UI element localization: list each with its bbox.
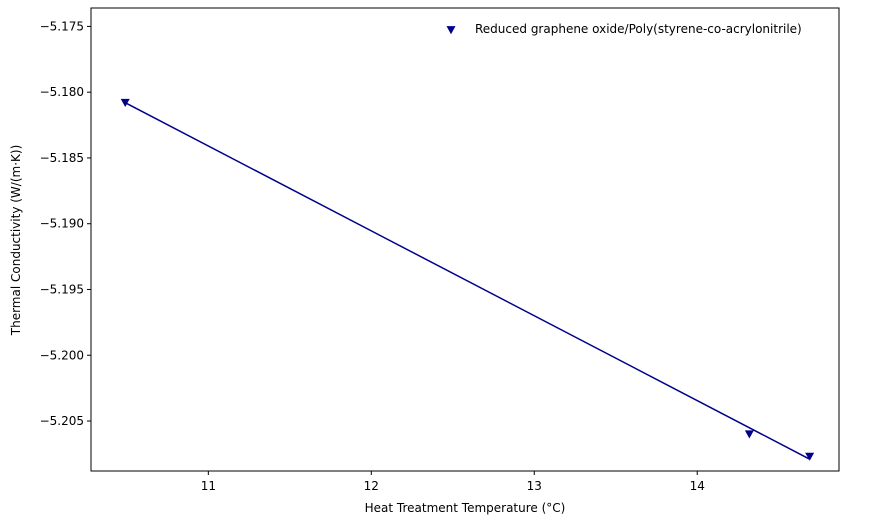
x-tick-label: 12 [364, 479, 379, 493]
plot-area [90, 7, 840, 472]
legend-label: Reduced graphene oxide/Poly(styrene-co-a… [475, 22, 802, 36]
y-tick-label: −5.200 [40, 348, 84, 362]
series-layer [120, 98, 815, 461]
x-tick-label: 14 [690, 479, 705, 493]
y-tick-label: −5.195 [40, 282, 84, 296]
data-point [744, 430, 754, 439]
x-tick-label: 11 [201, 479, 216, 493]
y-axis-label: Thermal Conductivity (W/(m·K)) [9, 145, 23, 336]
y-axis: −5.175 −5.180 −5.185 −5.190 −5.195 −5.200 −5.2… [40, 19, 91, 428]
x-tick-label: 13 [527, 479, 542, 493]
y-tick-label: −5.175 [40, 19, 84, 33]
y-tick-label: −5.190 [40, 217, 84, 231]
y-tick-label: −5.180 [40, 85, 84, 99]
data-point [120, 98, 130, 107]
x-axis: 11 12 13 14 [201, 471, 705, 493]
data-point [805, 452, 815, 461]
x-axis-label: Heat Treatment Temperature (°C) [365, 501, 566, 515]
legend: Reduced graphene oxide/Poly(styrene-co-a… [446, 22, 802, 36]
y-tick-label: −5.185 [40, 151, 84, 165]
y-tick-label: −5.205 [40, 414, 84, 428]
legend-marker-triangle-down-icon [446, 26, 456, 35]
fit-line [124, 102, 811, 460]
